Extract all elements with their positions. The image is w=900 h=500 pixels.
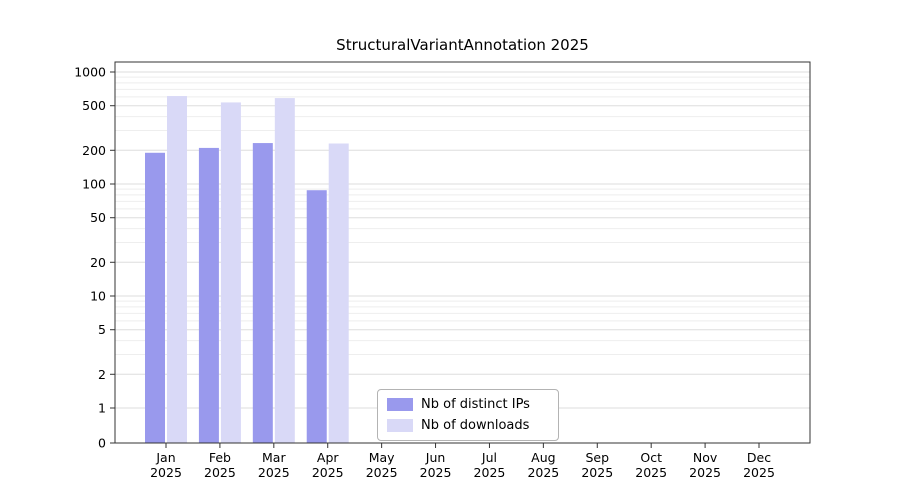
bar-distinct-ips bbox=[306, 190, 327, 443]
legend-swatch bbox=[387, 419, 413, 432]
x-tick-label-month: Feb bbox=[209, 450, 231, 465]
x-tick-label-year: 2025 bbox=[527, 465, 559, 480]
chart-title: StructuralVariantAnnotation 2025 bbox=[336, 36, 589, 54]
bar-downloads bbox=[328, 143, 349, 443]
y-tick-label: 50 bbox=[90, 210, 106, 225]
x-tick-label-month: Oct bbox=[640, 450, 662, 465]
bar-downloads bbox=[167, 96, 187, 443]
x-tick-label-month: May bbox=[369, 450, 395, 465]
x-tick-label-year: 2025 bbox=[689, 465, 721, 480]
bar-distinct-ips bbox=[198, 147, 219, 443]
x-tick-label-year: 2025 bbox=[474, 465, 506, 480]
x-tick-label-year: 2025 bbox=[743, 465, 775, 480]
bar-distinct-ips bbox=[252, 143, 273, 443]
x-tick-label-month: Jun bbox=[425, 450, 446, 465]
y-tick-label: 2 bbox=[98, 367, 106, 382]
legend-label: Nb of downloads bbox=[421, 418, 530, 433]
x-tick-label-year: 2025 bbox=[204, 465, 236, 480]
x-tick-label-month: Apr bbox=[317, 450, 339, 465]
y-tick-label: 5 bbox=[98, 322, 106, 337]
legend-label: Nb of distinct IPs bbox=[421, 397, 530, 412]
legend-item-distinct-ips: Nb of distinct IPs bbox=[387, 397, 530, 412]
x-tick-label-month: Jan bbox=[155, 450, 175, 465]
plot-border bbox=[114, 61, 811, 444]
x-tick-label-month: Dec bbox=[747, 450, 771, 465]
x-tick-label-year: 2025 bbox=[366, 465, 398, 480]
x-tick-label-month: Jul bbox=[481, 450, 497, 465]
x-tick-label-year: 2025 bbox=[581, 465, 613, 480]
y-tick-label: 1 bbox=[98, 401, 106, 416]
y-tick-label: 0 bbox=[98, 436, 106, 451]
x-tick-label-year: 2025 bbox=[312, 465, 344, 480]
bar-distinct-ips bbox=[145, 152, 165, 443]
x-tick-label-month: Sep bbox=[585, 450, 609, 465]
x-tick-label-month: Nov bbox=[693, 450, 718, 465]
bar-downloads bbox=[274, 98, 295, 443]
legend-swatch bbox=[387, 398, 413, 411]
bar-downloads bbox=[220, 102, 241, 443]
x-tick-label-month: Mar bbox=[262, 450, 286, 465]
legend: Nb of distinct IPs Nb of downloads bbox=[377, 389, 559, 441]
x-tick-label-year: 2025 bbox=[258, 465, 290, 480]
y-tick-label: 10 bbox=[90, 289, 106, 304]
x-tick-label-year: 2025 bbox=[420, 465, 452, 480]
legend-item-downloads: Nb of downloads bbox=[387, 418, 530, 433]
x-tick-label-year: 2025 bbox=[150, 465, 182, 480]
y-tick-label: 1000 bbox=[74, 65, 106, 80]
x-tick-label-year: 2025 bbox=[635, 465, 667, 480]
y-tick-label: 100 bbox=[82, 177, 106, 192]
y-tick-label: 20 bbox=[90, 255, 106, 270]
x-tick-label-month: Aug bbox=[531, 450, 555, 465]
y-tick-label: 500 bbox=[82, 98, 106, 113]
y-tick-label: 200 bbox=[82, 143, 106, 158]
